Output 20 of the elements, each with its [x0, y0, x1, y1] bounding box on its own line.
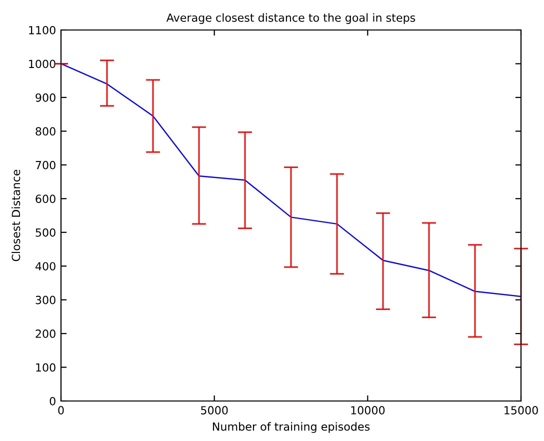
y-tick-label: 100 — [36, 363, 56, 372]
chart-title: Average closest distance to the goal in steps — [166, 13, 416, 24]
y-tick-label: 400 — [35, 262, 56, 270]
y-tick-label: 0 — [50, 396, 56, 406]
y-tick-label: 500 — [36, 228, 56, 237]
y-tick-label: 1100 — [29, 26, 56, 34]
x-tick-label: 15000 — [504, 406, 538, 414]
x-tick-label: 0 — [58, 406, 64, 414]
y-tick-label: 600 — [36, 194, 56, 204]
line-series — [61, 63, 521, 298]
x-tick-label: 10000 — [351, 406, 385, 414]
y-tick-label: 900 — [36, 93, 56, 102]
y-tick-label: 700 — [36, 160, 56, 170]
y-tick-label: 300 — [36, 296, 56, 304]
y-axis-title: Closest Distance — [12, 170, 20, 262]
y-tick-label: 1000 — [29, 60, 56, 68]
y-tick-label: 200 — [36, 330, 56, 338]
y-tick-label: 800 — [36, 127, 56, 136]
x-tick-label: 5000 — [201, 406, 228, 414]
x-axis-title: Number of training episodes — [212, 422, 370, 433]
